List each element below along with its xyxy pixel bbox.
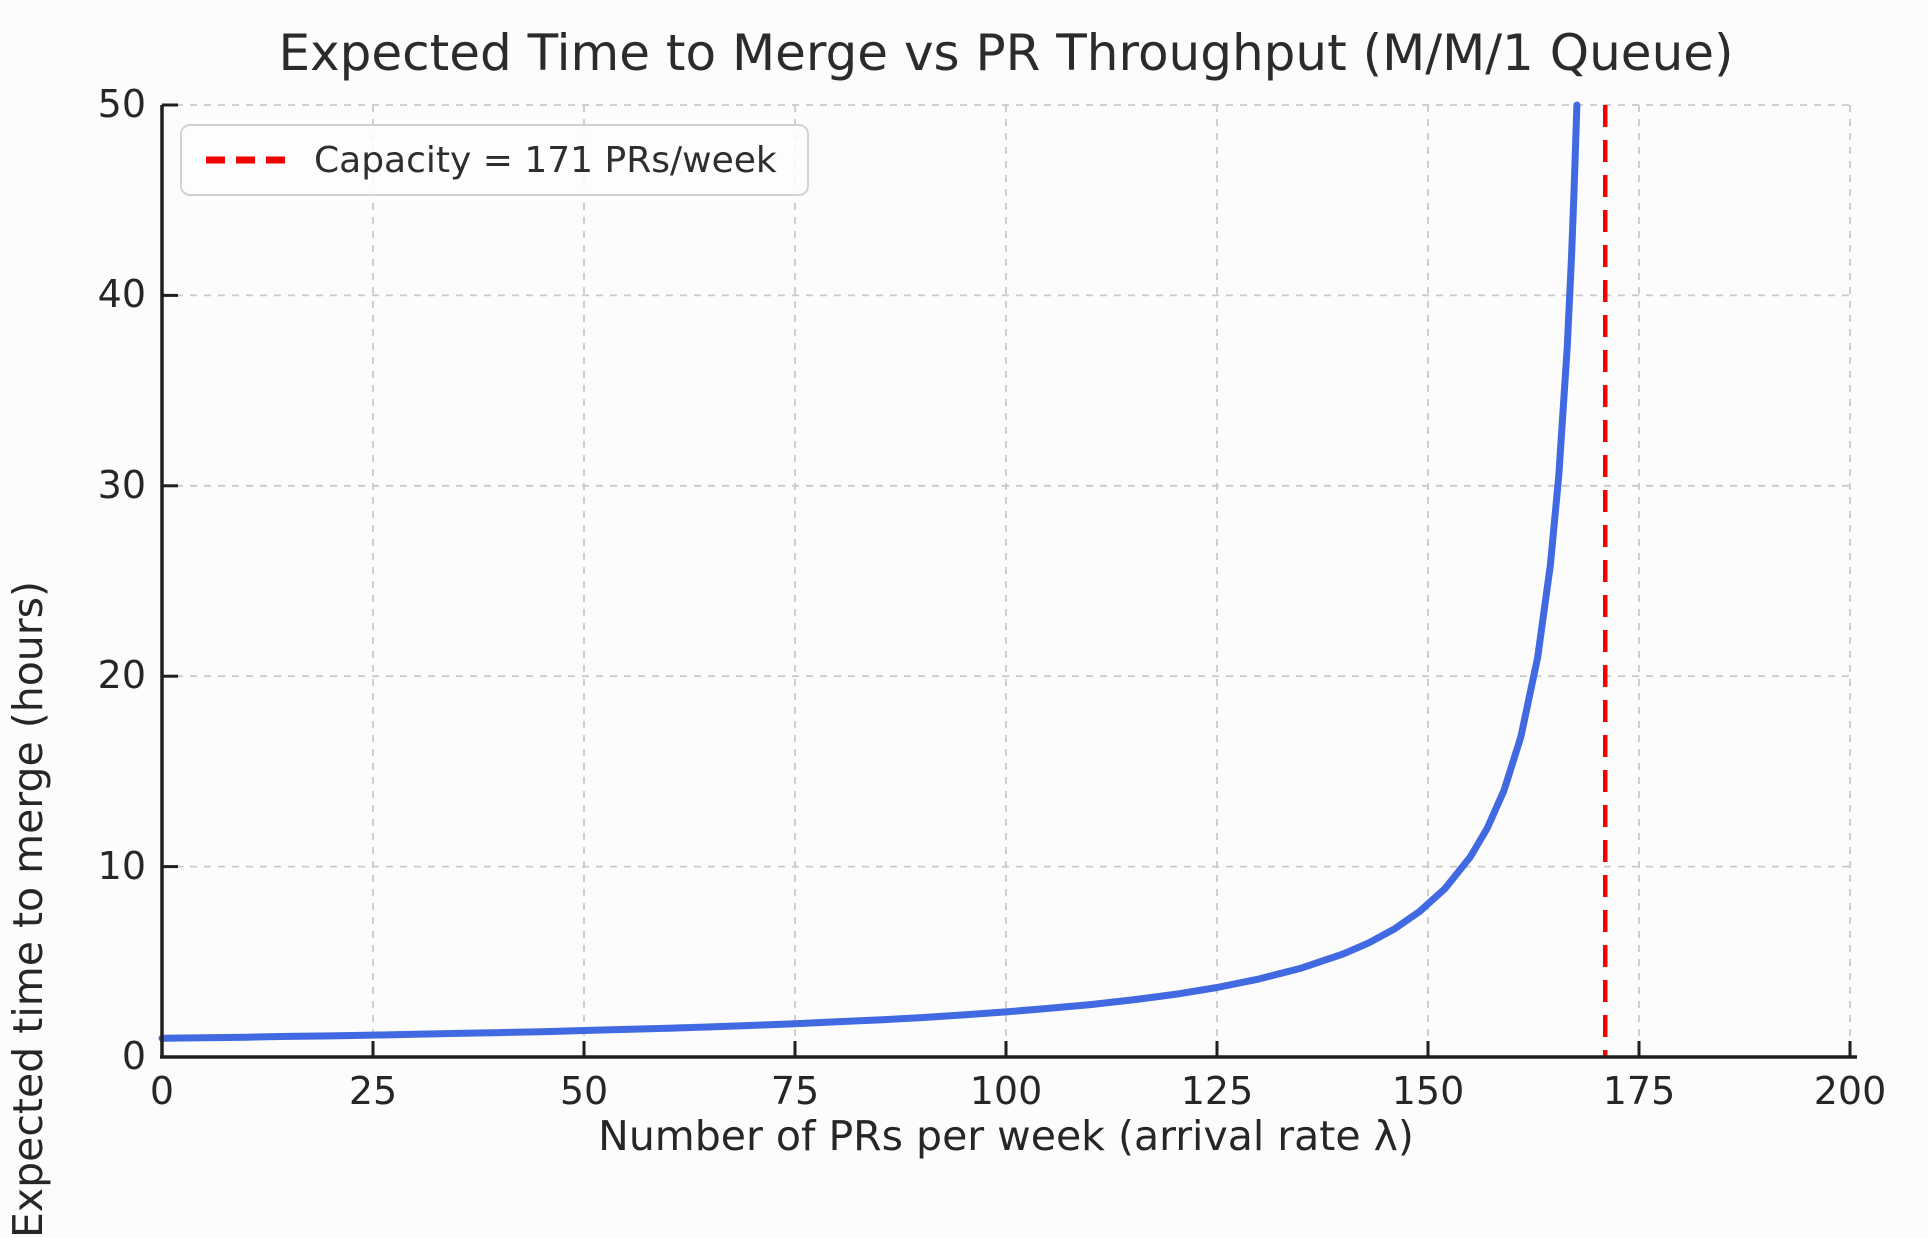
legend: Capacity = 171 PRs/week	[180, 124, 809, 196]
x-tick-label-50: 50	[559, 1069, 609, 1113]
series-curve-expected-time-to-merge	[158, 101, 1581, 1042]
y-tick-label-0: 0	[121, 1034, 146, 1079]
x-tick-label-150: 150	[1391, 1069, 1465, 1113]
y-tick-label-40: 40	[97, 272, 146, 317]
y-tick-label-30: 30	[97, 462, 146, 507]
chart-title: Expected Time to Merge vs PR Throughput …	[278, 24, 1734, 82]
x-tick-label-100: 100	[969, 1069, 1043, 1113]
x-tick-label-0: 0	[149, 1069, 175, 1113]
x-tick-label-75: 75	[770, 1069, 820, 1113]
y-tick-label-50: 50	[97, 82, 146, 127]
x-tick-label-125: 125	[1180, 1069, 1254, 1113]
y-tick-label-20: 20	[97, 653, 146, 698]
legend-capacity-line-sample-icon	[206, 156, 286, 164]
figure: Expected Time to Merge vs PR Throughput …	[4, 24, 1887, 1238]
x-tick-label-25: 25	[348, 1069, 398, 1113]
x-tick-label-175: 175	[1602, 1069, 1676, 1113]
y-tick-label-10: 10	[97, 843, 146, 888]
legend-capacity-label: Capacity = 171 PRs/week	[314, 139, 777, 181]
x-axis-label: Number of PRs per week (arrival rate λ)	[598, 1112, 1414, 1160]
plot-area	[158, 101, 1857, 1059]
x-tick-label-200: 200	[1813, 1069, 1887, 1113]
